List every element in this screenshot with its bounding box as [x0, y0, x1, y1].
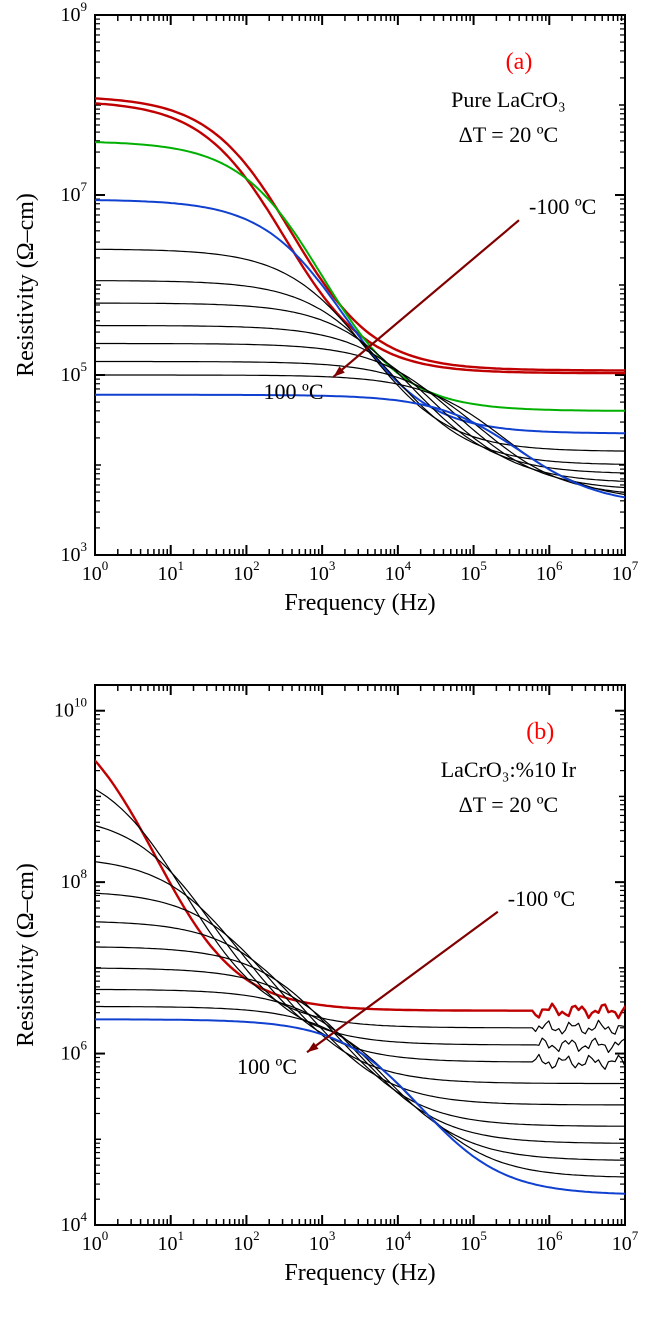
- svg-text:103: 103: [309, 558, 336, 585]
- figure-svg: 100 101 102 103 104 105 106 107 103 105 107 109 Freq…: [0, 0, 661, 1331]
- svg-text:107: 107: [612, 1228, 639, 1255]
- svg-text:103: 103: [61, 539, 88, 566]
- svg-text:109: 109: [61, 0, 88, 26]
- svg-text:105: 105: [61, 359, 88, 386]
- svg-text:-100 ºC: -100 ºC: [529, 194, 596, 219]
- svg-text:100 ºC: 100 ºC: [237, 1054, 297, 1079]
- svg-text:100: 100: [82, 1228, 109, 1255]
- svg-text:(a): (a): [506, 49, 533, 75]
- svg-text:107: 107: [612, 558, 639, 585]
- svg-text:105: 105: [460, 558, 487, 585]
- svg-text:101: 101: [157, 558, 184, 585]
- svg-text:(b): (b): [526, 719, 554, 745]
- svg-text:1010: 1010: [54, 695, 87, 722]
- svg-text:Frequency (Hz): Frequency (Hz): [284, 1260, 435, 1286]
- svg-text:103: 103: [309, 1228, 336, 1255]
- svg-text:106: 106: [536, 558, 563, 585]
- svg-text:106: 106: [61, 1038, 88, 1065]
- svg-text:ΔT = 20 ºC: ΔT = 20 ºC: [459, 122, 559, 147]
- svg-text:108: 108: [61, 866, 88, 893]
- svg-text:Pure LaCrO₃: Pure LaCrO₃: [451, 87, 566, 112]
- svg-text:101: 101: [157, 1228, 184, 1255]
- svg-text:104: 104: [385, 1228, 412, 1255]
- svg-text:102: 102: [233, 1228, 260, 1255]
- svg-text:100 ºC: 100 ºC: [264, 379, 324, 404]
- svg-text:105: 105: [460, 1228, 487, 1255]
- svg-text:LaCrO₃:%10 Ir: LaCrO₃:%10 Ir: [441, 757, 577, 782]
- svg-text:Resistivity (Ω–cm): Resistivity (Ω–cm): [13, 193, 39, 377]
- svg-text:104: 104: [61, 1209, 88, 1236]
- svg-text:107: 107: [61, 179, 88, 206]
- svg-text:-100 ºC: -100 ºC: [508, 886, 575, 911]
- svg-text:ΔT = 20 ºC: ΔT = 20 ºC: [459, 792, 559, 817]
- svg-text:Frequency (Hz): Frequency (Hz): [284, 590, 435, 616]
- svg-text:100: 100: [82, 558, 109, 585]
- figure: 100 101 102 103 104 105 106 107 103 105 107 109 Freq…: [0, 0, 661, 1331]
- svg-text:102: 102: [233, 558, 260, 585]
- svg-text:104: 104: [385, 558, 412, 585]
- svg-text:Resistivity (Ω–cm): Resistivity (Ω–cm): [13, 863, 39, 1047]
- svg-text:106: 106: [536, 1228, 563, 1255]
